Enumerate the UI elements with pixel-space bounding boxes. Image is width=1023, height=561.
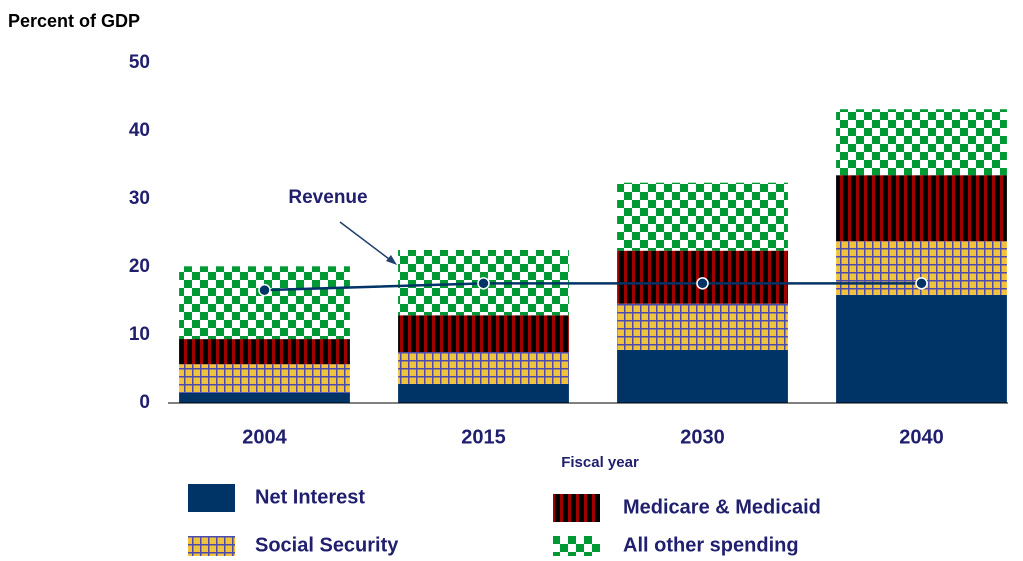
legend-swatch <box>553 536 600 556</box>
y-tick-label: 40 <box>129 120 150 141</box>
annotation: Revenue <box>288 187 367 208</box>
y-tick-label: 30 <box>129 188 150 209</box>
legend-swatch <box>553 494 600 522</box>
x-tick-label: 2030 <box>680 426 725 448</box>
legend-label: Medicare & Medicaid <box>623 496 821 518</box>
x-axis-label: Fiscal year <box>561 454 639 471</box>
legend-label: All other spending <box>623 534 799 556</box>
bar-segment <box>617 182 788 251</box>
y-tick-label: 0 <box>139 392 150 413</box>
revenue-point <box>477 277 490 290</box>
bar-segment <box>836 175 1007 242</box>
bar-segment <box>836 294 1007 403</box>
legend-label: Net Interest <box>255 486 365 508</box>
bar-segment <box>179 364 350 393</box>
revenue-point <box>915 277 928 290</box>
legend-swatch <box>188 536 235 556</box>
bar-segment <box>398 315 569 352</box>
y-tick-label: 20 <box>129 256 150 277</box>
revenue-point <box>258 283 271 297</box>
annotation-arrow <box>339 221 394 263</box>
bar-segment <box>179 266 350 340</box>
bar-segment <box>617 303 788 350</box>
bar-segment <box>836 109 1007 176</box>
x-tick-label: 2004 <box>242 426 287 448</box>
revenue-line <box>264 282 922 292</box>
bar-segment <box>179 339 350 365</box>
revenue-point <box>696 277 709 290</box>
bar-segment <box>179 392 350 403</box>
x-tick-label: 2015 <box>461 426 506 448</box>
x-tick-label: 2040 <box>899 426 944 448</box>
annotation-arrowhead <box>386 255 397 265</box>
y-tick-label: 50 <box>129 52 150 73</box>
bar-segment <box>398 383 569 403</box>
bar-segment <box>617 349 788 403</box>
legend-swatch <box>188 484 235 512</box>
y-axis-label: Percent of GDP <box>8 11 140 31</box>
legend-label: Social Security <box>255 534 399 556</box>
bar-segment <box>398 352 569 384</box>
y-tick-label: 10 <box>129 324 150 345</box>
